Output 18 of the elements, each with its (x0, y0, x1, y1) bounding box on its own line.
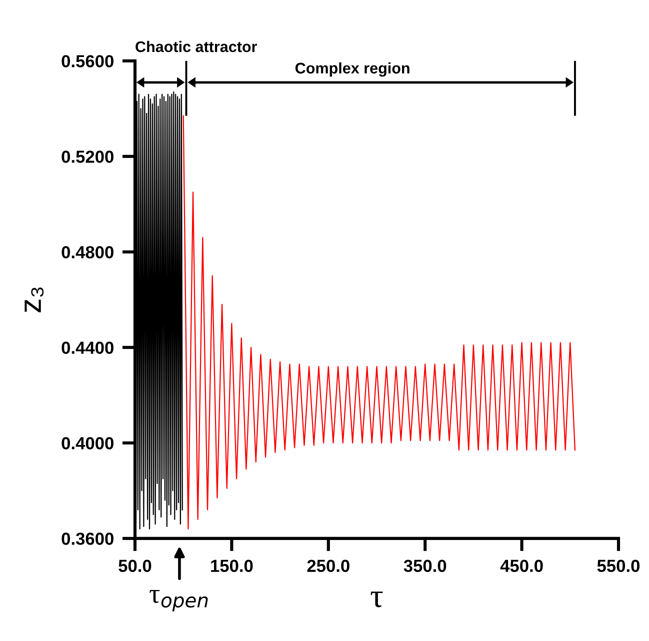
x-tick-label: 150.0 (211, 560, 253, 572)
y-tick-label: 0.4800 (62, 246, 114, 258)
x-axis-title: τ (370, 592, 383, 608)
x-tick-label: 550.0 (597, 560, 640, 572)
y-tick-label: 0.5200 (62, 150, 114, 163)
y-tick-label: 0.3600 (62, 532, 114, 545)
line-series (182, 115, 576, 530)
y-tick-label: 0.4000 (62, 437, 114, 450)
x-tick-label: 250.0 (307, 560, 350, 572)
annotation: Complex region (295, 62, 410, 77)
x-tick-label: 450.0 (500, 560, 543, 572)
y-axis-title: z₃ (24, 288, 44, 312)
y-tick-label: 0.4400 (62, 342, 114, 354)
x-tick-label: 50.0 (118, 560, 152, 572)
text: Chaotic attractor (136, 40, 258, 52)
y-tick-label: 0.5600 (62, 55, 114, 68)
text: τ$_{open}$ (150, 590, 208, 612)
x-tick-label: 350.0 (404, 560, 446, 572)
